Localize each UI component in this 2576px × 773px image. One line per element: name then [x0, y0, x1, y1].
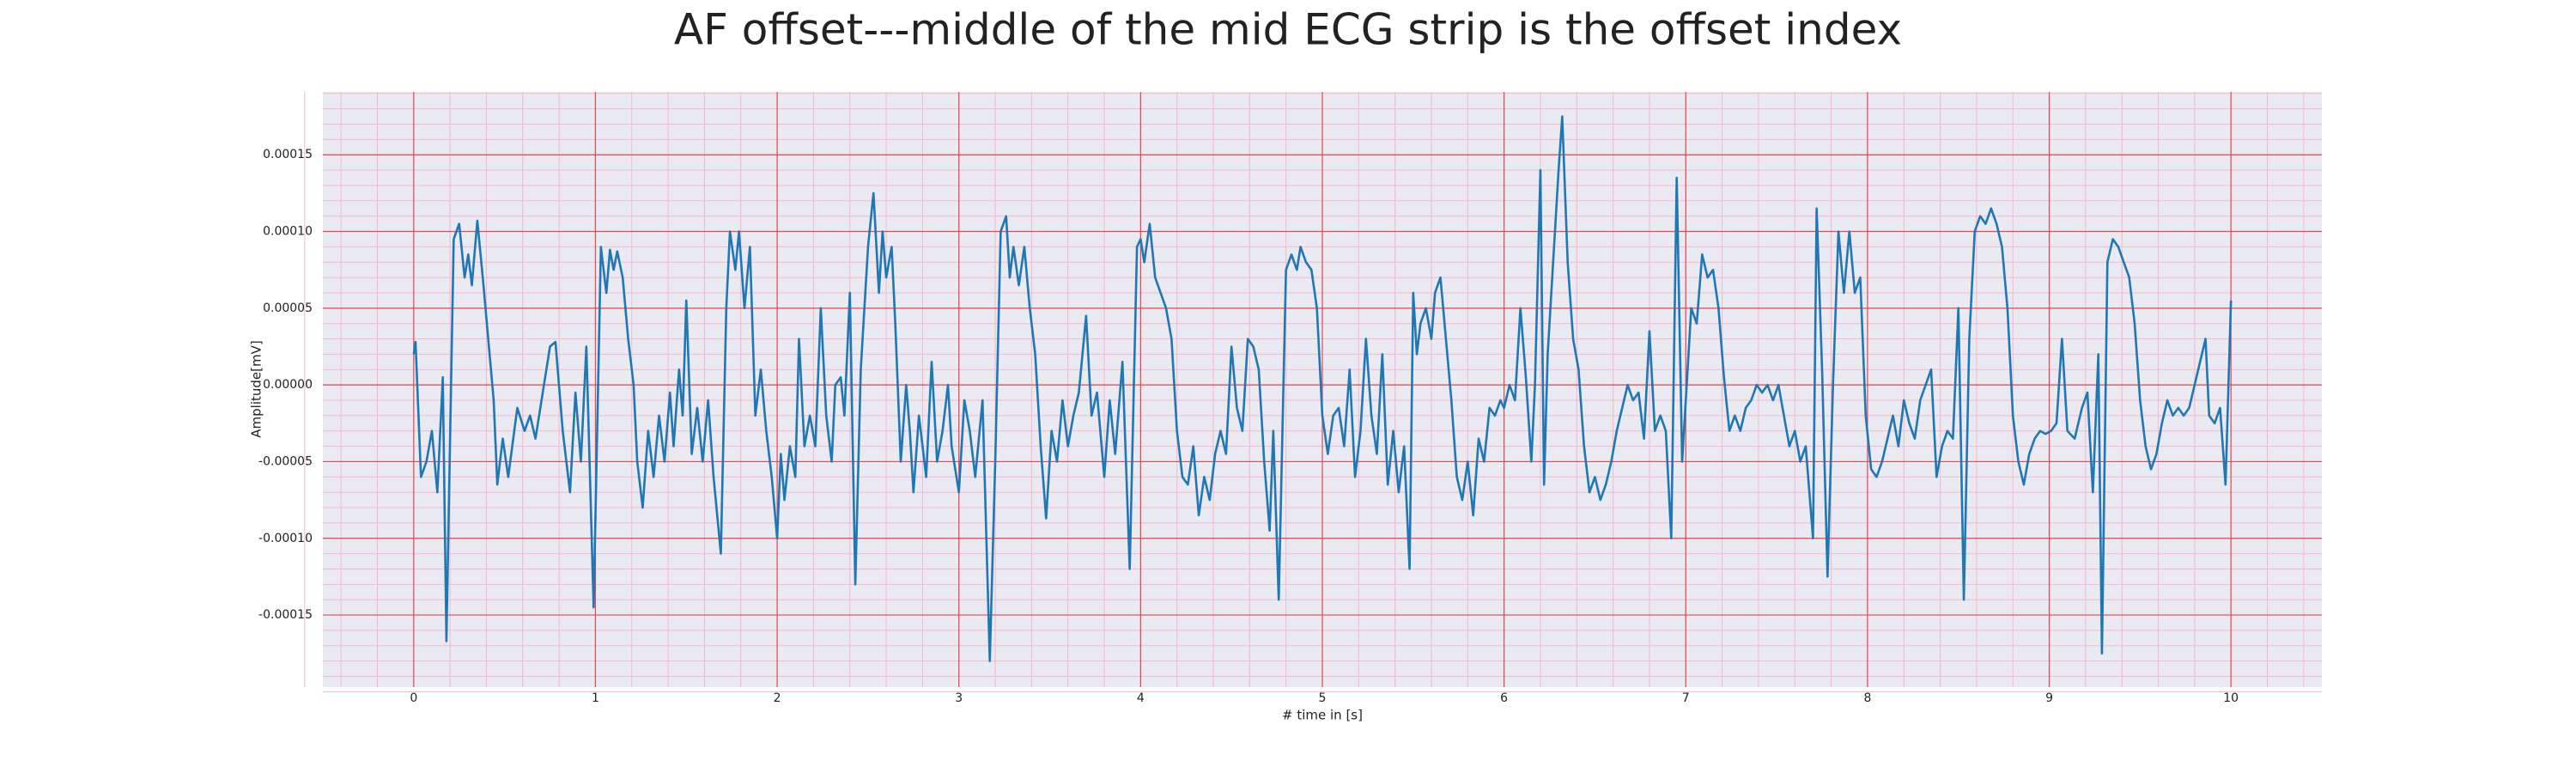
y-tick-label: 0.00010 [263, 225, 313, 239]
x-tick-label: 7 [1682, 691, 1690, 705]
x-tick-label: 4 [1137, 691, 1145, 705]
x-tick-label: 10 [2223, 691, 2239, 705]
x-tick-label: 3 [955, 691, 963, 705]
y-tick-label: 0.00005 [263, 301, 313, 315]
y-tick-label: 0.00000 [263, 378, 313, 392]
x-axis-label: # time in [s] [1282, 708, 1363, 723]
x-tick-label: 0 [410, 691, 417, 705]
x-tick-label: 1 [592, 691, 599, 705]
ecg-line [412, 115, 2233, 662]
x-tick-label: 6 [1500, 691, 1508, 705]
chart-title: AF offset---middle of the mid ECG strip … [674, 5, 1902, 55]
x-tick-label: 5 [1319, 691, 1327, 705]
y-tick-label: -0.00010 [258, 532, 313, 545]
y-tick-label: -0.00005 [258, 454, 313, 468]
x-tick-label: 9 [2045, 691, 2053, 705]
y-axis-label: Amplitude[mV] [249, 340, 264, 437]
y-tick-label: 0.00015 [263, 148, 313, 161]
y-tick-label: -0.00015 [258, 608, 313, 622]
x-tick-label: 2 [774, 691, 781, 705]
x-tick-label: 8 [1863, 691, 1871, 705]
